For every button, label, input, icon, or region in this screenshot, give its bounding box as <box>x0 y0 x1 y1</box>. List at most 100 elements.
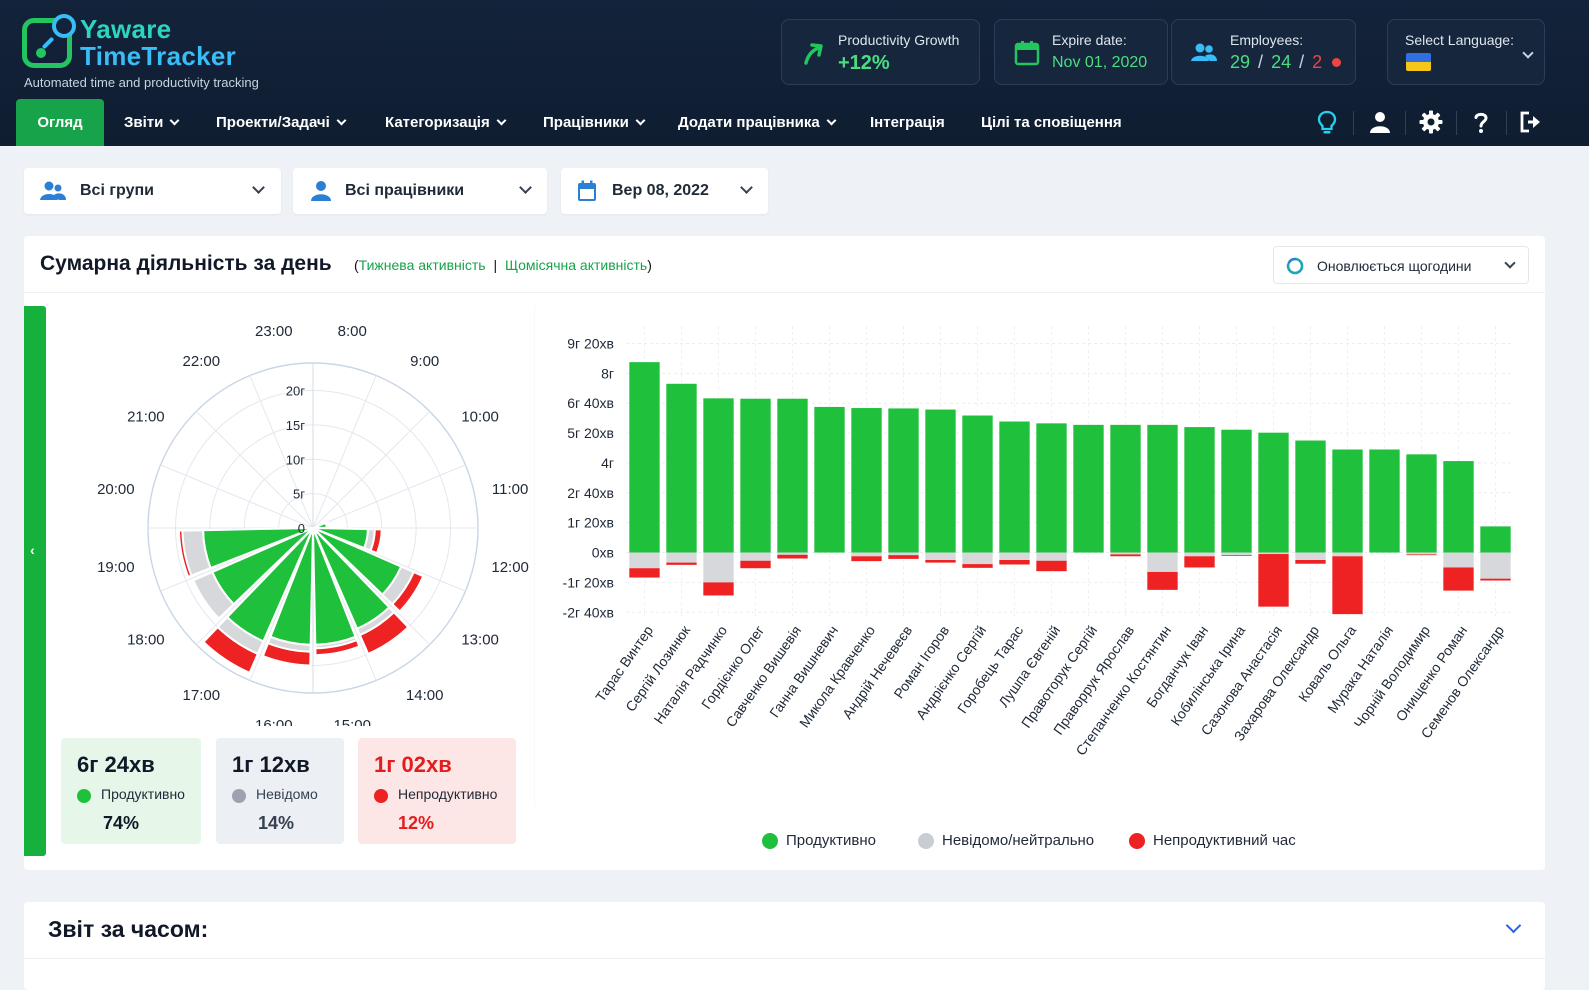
productive-time: 6г 24хв <box>77 752 155 777</box>
unknown-stat-card: 1г 12хв Невідомо 14% <box>216 738 344 844</box>
bar-neutral <box>1295 552 1326 560</box>
panel-divider <box>24 958 1545 959</box>
bar-unproductive <box>1295 560 1326 564</box>
group-filter[interactable]: Всі групи <box>24 168 281 214</box>
productivity-growth-card: Productivity Growth +12% <box>781 19 980 85</box>
bar-productive <box>962 415 993 553</box>
bar-neutral <box>962 552 993 565</box>
panel-divider <box>24 292 1545 293</box>
polar-grid-spoke <box>249 375 314 529</box>
employees-active: 24 <box>1271 52 1292 72</box>
chevron-down-icon[interactable] <box>1505 917 1522 934</box>
bar-unproductive <box>962 564 993 568</box>
weekly-activity-link[interactable]: Тижнева активність <box>358 257 486 273</box>
lightbulb-icon[interactable] <box>1314 109 1340 135</box>
brand-logo[interactable]: Yaware TimeTracker Automated time and pr… <box>22 14 322 94</box>
nav-integration[interactable]: Інтеграція <box>870 99 945 146</box>
language-label: Select Language: <box>1405 32 1514 48</box>
collapse-side-tab[interactable]: ‹ <box>24 306 46 856</box>
bar-productive <box>851 408 882 553</box>
polar-radial-tick: 15г <box>286 418 305 433</box>
employees-offline: 2 <box>1312 52 1323 72</box>
bar-productive <box>703 398 734 553</box>
bar-neutral <box>1036 552 1067 561</box>
bar-neutral <box>1147 552 1178 572</box>
main-nav: Огляд Звіти Проекти/Задачі Категоризація… <box>0 99 1589 146</box>
unknown-label: Невідомо <box>256 786 318 802</box>
language-selector[interactable]: Select Language: <box>1387 19 1545 85</box>
panel-title: Сумарна діяльність за день <box>40 252 332 275</box>
bar-unproductive <box>666 562 697 565</box>
bar-unproductive <box>888 555 919 559</box>
links-close-paren: ) <box>647 257 652 273</box>
calendar-icon <box>578 180 596 201</box>
update-frequency-select[interactable]: Оновлюється щогодини <box>1273 246 1529 284</box>
nav-overview[interactable]: Огляд <box>16 99 104 146</box>
legend-productive-dot-icon <box>762 833 778 849</box>
bar-unproductive <box>1036 560 1067 572</box>
bar-y-tick: 8г <box>601 365 614 381</box>
gear-icon[interactable] <box>1418 109 1444 135</box>
help-icon[interactable] <box>1468 109 1494 135</box>
productive-percent: 74% <box>103 813 140 833</box>
polar-hour-label: 15:00 <box>333 717 371 726</box>
bar-productive <box>740 398 771 553</box>
bar-category-label: Горобець Тарас <box>954 623 1026 717</box>
chevron-down-icon <box>252 181 265 194</box>
bar-productive <box>1110 424 1141 553</box>
bar-unproductive <box>1147 571 1178 590</box>
polar-grid-spoke <box>312 410 431 529</box>
nav-employees[interactable]: Працівники <box>543 99 646 146</box>
logout-icon[interactable] <box>1518 109 1544 135</box>
bar-neutral <box>1184 552 1215 557</box>
monthly-activity-link[interactable]: Щомісячна активність <box>504 257 648 273</box>
expire-date-card: Expire date: Nov 01, 2020 <box>994 19 1168 85</box>
brand-tagline: Automated time and productivity tracking <box>24 75 259 90</box>
polar-hour-label: 21:00 <box>127 408 165 425</box>
productive-dot-icon <box>77 789 91 803</box>
polar-hour-label: 8:00 <box>338 323 367 340</box>
nav-categorization[interactable]: Категоризація <box>385 99 507 146</box>
nav-goals-label: Цілі та сповіщення <box>981 114 1122 131</box>
polar-hour-label: 23:00 <box>255 323 293 340</box>
polar-grid-spoke <box>312 464 466 529</box>
polar-hour-label: 10:00 <box>461 408 499 425</box>
polar-hour-label: 16:00 <box>255 717 293 726</box>
bar-unproductive <box>1258 554 1289 607</box>
time-report-title: Звіт за часом: <box>48 916 209 942</box>
bar-productive <box>999 421 1030 553</box>
employees-card: Employees: 29 / 24 / 2 <box>1171 19 1356 85</box>
bar-y-tick: 9г 20хв <box>567 335 614 351</box>
unproductive-percent: 12% <box>398 813 435 833</box>
date-filter[interactable]: Вер 08, 2022 <box>561 168 768 214</box>
polar-radial-tick: 20г <box>286 384 305 399</box>
nav-projects[interactable]: Проекти/Задачі <box>216 99 347 146</box>
polar-hour-label: 17:00 <box>183 687 221 704</box>
logo-mark-icon <box>22 14 76 68</box>
bar-y-tick: 0хв <box>592 545 614 561</box>
bar-y-tick: -1г 20хв <box>563 574 614 590</box>
bar-productive <box>1184 427 1215 553</box>
employee-filter-value: Всі працівники <box>345 182 465 199</box>
nav-goals[interactable]: Цілі та сповіщення <box>981 99 1122 146</box>
legend-neutral-dot-icon <box>918 833 934 849</box>
polar-grid-spoke <box>160 464 314 529</box>
bar-neutral <box>777 552 808 555</box>
polar-hour-label: 18:00 <box>127 632 165 649</box>
bar-category-label: Мурака Наталія <box>1324 623 1396 716</box>
nav-divider <box>1353 111 1354 135</box>
brand-name-line1: Yaware <box>80 14 172 44</box>
nav-divider <box>1506 111 1507 135</box>
polar-radial-tick: 0 <box>298 521 305 536</box>
user-icon[interactable] <box>1367 109 1393 135</box>
nav-reports[interactable]: Звіти <box>124 99 180 146</box>
legend-unproductive-label: Непродуктивний час <box>1153 832 1296 849</box>
bar-unproductive <box>740 560 771 569</box>
bar-y-tick: 1г 20хв <box>567 515 614 531</box>
chevron-down-icon <box>740 181 753 194</box>
bar-neutral <box>888 552 919 556</box>
employee-filter[interactable]: Всі працівники <box>293 168 547 214</box>
nav-add-employee[interactable]: Додати працівника <box>678 99 837 146</box>
time-report-panel[interactable]: Звіт за часом: <box>24 902 1545 990</box>
polar-hour-label: 19:00 <box>97 559 135 576</box>
